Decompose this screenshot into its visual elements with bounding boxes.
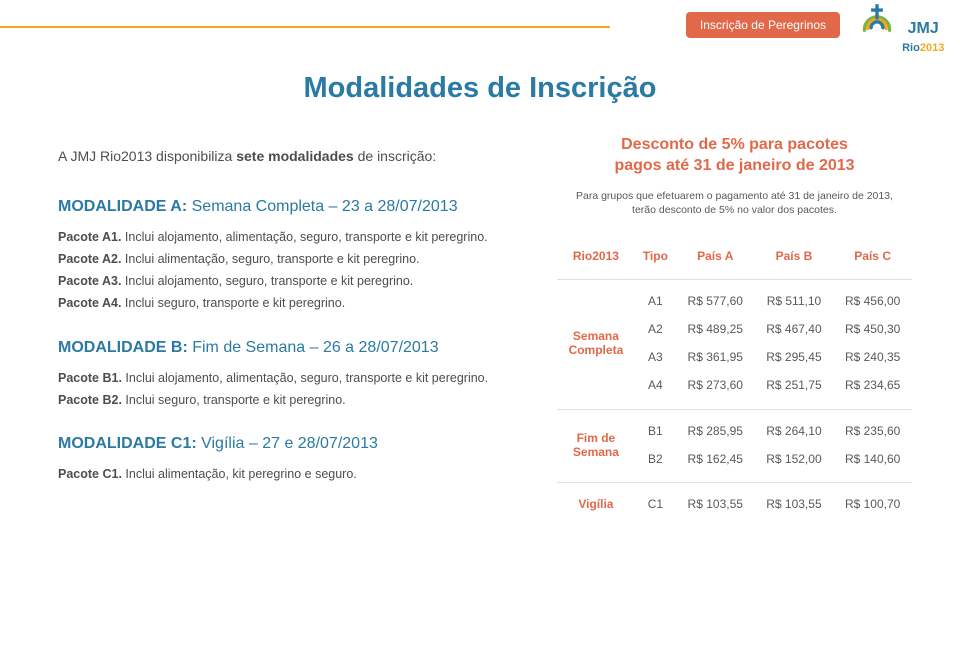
cell-b1-tipo: B1 xyxy=(635,409,676,445)
pacote-a3-name: Pacote A3. xyxy=(58,274,121,288)
cell-b2-b: R$ 152,00 xyxy=(755,445,834,473)
cell-c1-a: R$ 103,55 xyxy=(676,483,755,519)
pacote-a4-desc: Inclui seguro, transporte e kit peregrin… xyxy=(121,296,345,310)
row-b1: Fim deSemana B1 R$ 285,95 R$ 264,10 R$ 2… xyxy=(557,409,912,445)
pacote-a4: Pacote A4. Inclui seguro, transporte e k… xyxy=(58,294,508,312)
pacote-a1-desc: Inclui alojamento, alimentação, seguro, … xyxy=(121,230,487,244)
modalidade-b-heading: MODALIDADE B: Fim de Semana – 26 a 28/07… xyxy=(58,339,508,357)
mod-b-label: MODALIDADE B: xyxy=(58,339,188,356)
top-divider xyxy=(0,26,610,28)
discount-line2: pagos até 31 de janeiro de 2013 xyxy=(614,157,854,174)
pacote-c1: Pacote C1. Inclui alimentação, kit pereg… xyxy=(58,465,508,483)
cell-a4-c: R$ 234,65 xyxy=(833,371,912,399)
pacote-a2-name: Pacote A2. xyxy=(58,252,121,266)
pacote-a1-name: Pacote A1. xyxy=(58,230,121,244)
cell-b1-c: R$ 235,60 xyxy=(833,409,912,445)
th-rio2013: Rio2013 xyxy=(557,242,635,270)
cell-a1-tipo: A1 xyxy=(635,280,676,316)
mod-a-label: MODALIDADE A: xyxy=(58,198,187,215)
cell-a4-b: R$ 251,75 xyxy=(755,371,834,399)
cell-a3-a: R$ 361,95 xyxy=(676,343,755,371)
cell-a1-a: R$ 577,60 xyxy=(676,280,755,316)
cell-a2-b: R$ 467,40 xyxy=(755,315,834,343)
cell-c1-b: R$ 103,55 xyxy=(755,483,834,519)
pacote-a3: Pacote A3. Inclui alojamento, seguro, tr… xyxy=(58,272,508,290)
pacote-a2: Pacote A2. Inclui alimentação, seguro, t… xyxy=(58,250,508,268)
cell-b1-a: R$ 285,95 xyxy=(676,409,755,445)
modalidade-c1-heading: MODALIDADE C1: Vigília – 27 e 28/07/2013 xyxy=(58,435,508,453)
price-table: Rio2013 Tipo País A País B País C Semana… xyxy=(557,242,912,519)
discount-subtext: Para grupos que efetuarem o pagamento at… xyxy=(557,189,912,218)
cell-a2-c: R$ 450,30 xyxy=(833,315,912,343)
mod-c1-label: MODALIDADE C1: xyxy=(58,435,197,452)
intro-text: A JMJ Rio2013 disponibiliza sete modalid… xyxy=(58,148,508,164)
cell-a1-b: R$ 511,10 xyxy=(755,280,834,316)
pacote-a3-desc: Inclui alojamento, seguro, transporte e … xyxy=(121,274,413,288)
mod-c1-desc: Vigília – 27 e 28/07/2013 xyxy=(197,435,378,452)
cell-a1-c: R$ 456,00 xyxy=(833,280,912,316)
left-column: A JMJ Rio2013 disponibiliza sete modalid… xyxy=(58,148,508,487)
th-tipo: Tipo xyxy=(635,242,676,270)
pacote-a4-name: Pacote A4. xyxy=(58,296,121,310)
cell-a3-b: R$ 295,45 xyxy=(755,343,834,371)
cell-a3-c: R$ 240,35 xyxy=(833,343,912,371)
cell-a2-a: R$ 489,25 xyxy=(676,315,755,343)
logo-jmj-text: JMJ xyxy=(908,20,939,37)
cell-b2-c: R$ 140,60 xyxy=(833,445,912,473)
pacote-a2-desc: Inclui alimentação, seguro, transporte e… xyxy=(121,252,419,266)
intro-suffix: de inscrição: xyxy=(354,148,436,164)
page-title: Modalidades de Inscrição xyxy=(0,72,960,105)
discount-line1: Desconto de 5% para pacotes xyxy=(621,136,848,153)
table-header-row: Rio2013 Tipo País A País B País C xyxy=(557,242,912,270)
row-a1: SemanaCompleta A1 R$ 577,60 R$ 511,10 R$… xyxy=(557,280,912,316)
mod-b-desc: Fim de Semana – 26 a 28/07/2013 xyxy=(188,339,439,356)
cell-b2-a: R$ 162,45 xyxy=(676,445,755,473)
intro-prefix: A JMJ Rio2013 disponibiliza xyxy=(58,148,236,164)
pacote-b1-name: Pacote B1. xyxy=(58,371,122,385)
right-column: Desconto de 5% para pacotes pagos até 31… xyxy=(557,135,912,518)
logo-year-text: 2013 xyxy=(920,42,944,54)
cell-a3-tipo: A3 xyxy=(635,343,676,371)
intro-bold: sete modalidades xyxy=(236,148,354,164)
header-badge: Inscrição de Peregrinos xyxy=(686,12,840,38)
pacote-b1-desc: Inclui alojamento, alimentação, seguro, … xyxy=(122,371,488,385)
cell-a4-tipo: A4 xyxy=(635,371,676,399)
group-vigilia: Vigília xyxy=(557,483,635,519)
group-fim-de-semana: Fim deSemana xyxy=(557,409,635,473)
th-paisc: País C xyxy=(833,242,912,270)
pacote-b1: Pacote B1. Inclui alojamento, alimentaçã… xyxy=(58,369,508,387)
th-paisb: País B xyxy=(755,242,834,270)
logo-rio-text: Rio xyxy=(902,42,920,54)
cell-a4-a: R$ 273,60 xyxy=(676,371,755,399)
cell-b2-tipo: B2 xyxy=(635,445,676,473)
discount-heading: Desconto de 5% para pacotes pagos até 31… xyxy=(557,135,912,177)
pacote-b2-name: Pacote B2. xyxy=(58,393,122,407)
cell-a2-tipo: A2 xyxy=(635,315,676,343)
row-c1: Vigília C1 R$ 103,55 R$ 103,55 R$ 100,70 xyxy=(557,483,912,519)
group-semana-completa: SemanaCompleta xyxy=(557,280,635,400)
pacote-a1: Pacote A1. Inclui alojamento, alimentaçã… xyxy=(58,228,508,246)
pacote-c1-name: Pacote C1. xyxy=(58,467,122,481)
mod-a-desc: Semana Completa – 23 a 28/07/2013 xyxy=(187,198,457,215)
jmj-logo-icon xyxy=(856,0,898,42)
pacote-b2: Pacote B2. Inclui seguro, transporte e k… xyxy=(58,391,508,409)
th-paisa: País A xyxy=(676,242,755,270)
pacote-c1-desc: Inclui alimentação, kit peregrino e segu… xyxy=(122,467,357,481)
pacote-b2-desc: Inclui seguro, transporte e kit peregrin… xyxy=(122,393,346,407)
cell-c1-c: R$ 100,70 xyxy=(833,483,912,519)
logo: JMJ Rio2013 xyxy=(850,0,950,56)
modalidade-a-heading: MODALIDADE A: Semana Completa – 23 a 28/… xyxy=(58,198,508,216)
cell-b1-b: R$ 264,10 xyxy=(755,409,834,445)
cell-c1-tipo: C1 xyxy=(635,483,676,519)
